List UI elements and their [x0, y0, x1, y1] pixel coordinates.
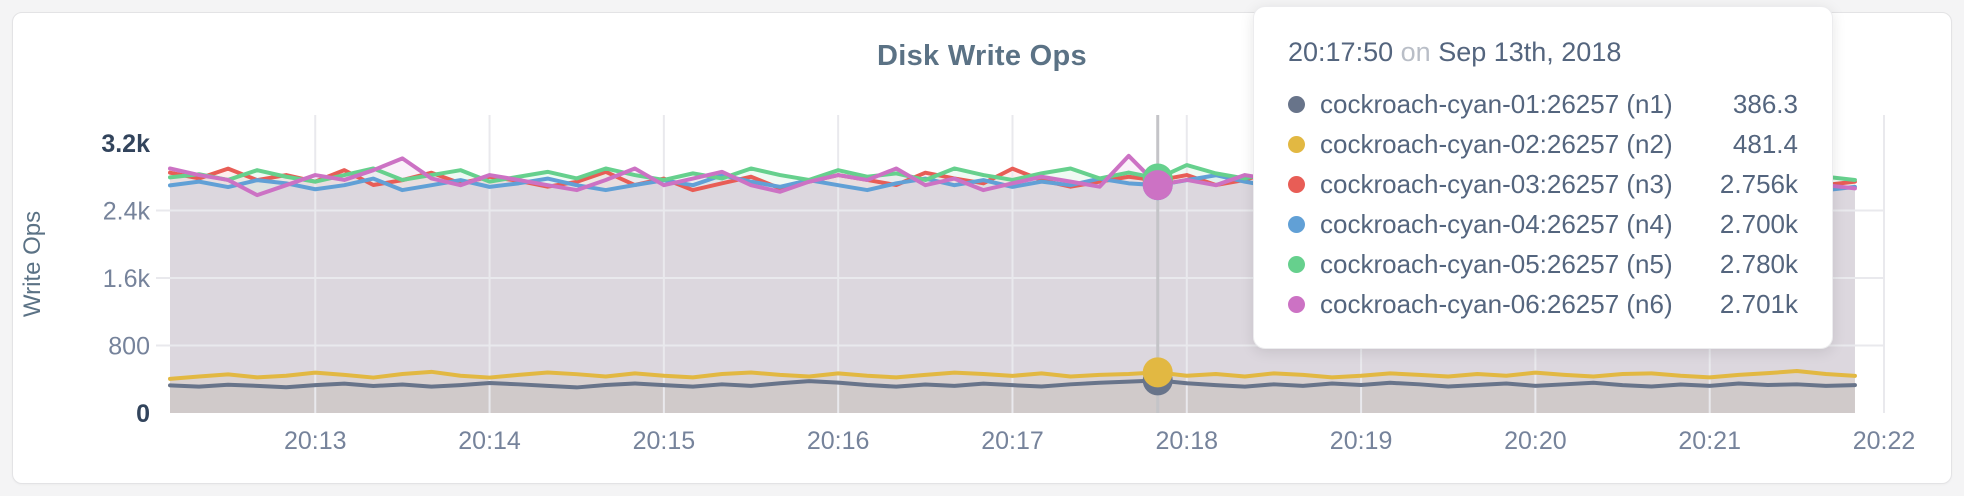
series-dot-n3-icon [1288, 175, 1305, 193]
tooltip-row-n6: cockroach-cyan-06:26257 (n6) 2.701k [1288, 284, 1798, 324]
series-value: 386.3 [1732, 88, 1798, 119]
tooltip-conjunction: on [1400, 37, 1431, 67]
series-dot-n5-icon [1288, 255, 1305, 273]
series-value: 2.700k [1719, 208, 1798, 239]
tooltip-time: 20:17:50 [1288, 37, 1394, 67]
hover-tooltip: 20:17:50 on Sep 13th, 2018 cockroach-cya… [1253, 6, 1833, 349]
tooltip-date: Sep 13th, 2018 [1438, 37, 1622, 67]
tooltip-row-n2: cockroach-cyan-02:26257 (n2) 481.4 [1288, 124, 1798, 164]
series-label: cockroach-cyan-02:26257 (n2) [1320, 128, 1673, 159]
series-value: 2.756k [1719, 168, 1798, 199]
tooltip-row-n3: cockroach-cyan-03:26257 (n3) 2.756k [1288, 164, 1798, 204]
tooltip-row-n4: cockroach-cyan-04:26257 (n4) 2.700k [1288, 204, 1798, 244]
series-value: 2.701k [1719, 288, 1798, 319]
series-value: 2.780k [1719, 248, 1798, 279]
chart-title: Disk Write Ops [877, 40, 1087, 72]
series-label: cockroach-cyan-05:26257 (n5) [1320, 248, 1673, 279]
series-label: cockroach-cyan-06:26257 (n6) [1320, 288, 1673, 319]
tooltip-row-n5: cockroach-cyan-05:26257 (n5) 2.780k [1288, 244, 1798, 284]
series-dot-n6-icon [1288, 295, 1305, 313]
tooltip-row-n1: cockroach-cyan-01:26257 (n1) 386.3 [1288, 84, 1798, 124]
series-label: cockroach-cyan-01:26257 (n1) [1320, 88, 1673, 119]
series-dot-n1-icon [1288, 95, 1305, 113]
series-dot-n2-icon [1288, 135, 1305, 153]
series-dot-n4-icon [1288, 215, 1305, 233]
tooltip-timestamp: 20:17:50 on Sep 13th, 2018 [1288, 37, 1798, 68]
series-label: cockroach-cyan-04:26257 (n4) [1320, 208, 1673, 239]
series-label: cockroach-cyan-03:26257 (n3) [1320, 168, 1673, 199]
series-value: 481.4 [1732, 128, 1798, 159]
